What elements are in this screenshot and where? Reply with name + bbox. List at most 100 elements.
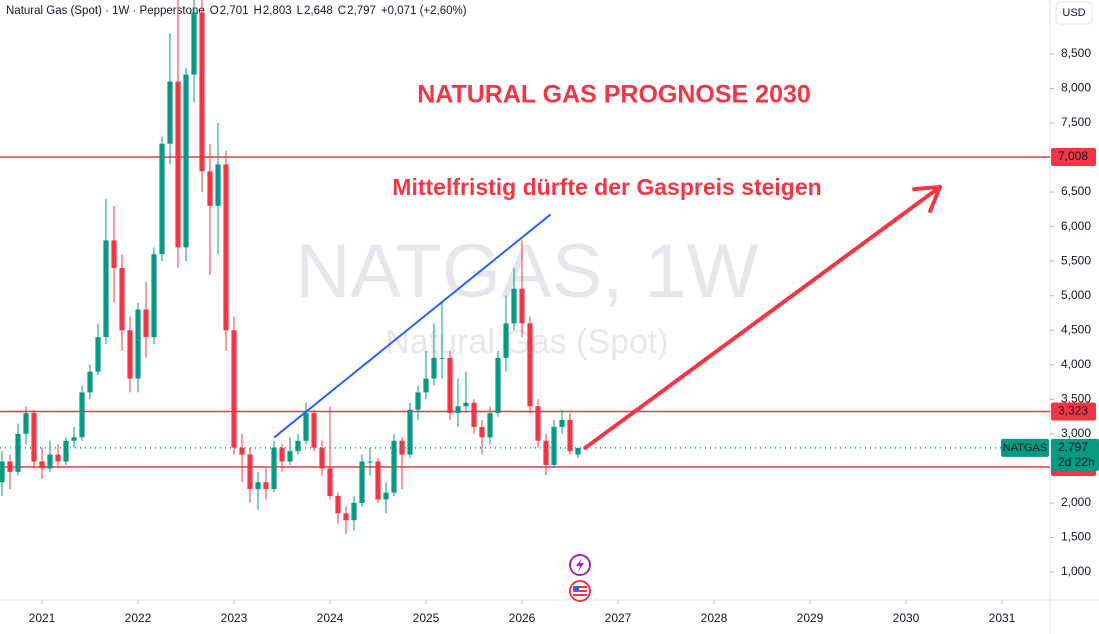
- candle-body: [335, 496, 341, 514]
- arrow: [583, 184, 942, 450]
- annotation-subtitle: Mittelfristig dürfte der Gaspreis steige…: [392, 174, 821, 200]
- flag-icon: [573, 586, 587, 596]
- x-tick-label: 2031: [989, 611, 1016, 625]
- x-tick-label: 2030: [893, 611, 920, 625]
- candle-body: [279, 447, 285, 462]
- ohlc-label: C: [338, 5, 346, 17]
- level-label-box: [1051, 147, 1096, 166]
- y-tick-label: 1,000: [1061, 564, 1091, 578]
- ohlc-value: 2,803: [263, 5, 292, 17]
- ohlc-label: L: [297, 5, 304, 17]
- trendline: [273, 213, 551, 438]
- x-tick-label: 2027: [605, 611, 632, 625]
- candle-body: [215, 164, 221, 206]
- y-tick-label: 5,000: [1061, 288, 1091, 302]
- candle-body: [175, 81, 181, 248]
- candle-body: [135, 309, 141, 379]
- header: Natural Gas (Spot) · 1W · Pepperstone O 2,…: [6, 5, 467, 17]
- candle-body: [319, 447, 325, 469]
- candle-body: [119, 268, 125, 331]
- candle-body: [183, 74, 189, 248]
- candle-body: [143, 309, 149, 338]
- x-tick-label: 2023: [221, 611, 248, 625]
- candle-body: [343, 513, 349, 521]
- candle-body: [327, 468, 333, 497]
- watermark: NATGAS, 1W: [295, 229, 758, 314]
- candle-body: [511, 288, 517, 324]
- candle-body: [351, 502, 357, 521]
- currency: USD: [1062, 7, 1085, 19]
- x-tick-label: 2025: [413, 611, 440, 625]
- ohlc-label: H: [254, 5, 262, 17]
- ohlc-value: 2,797: [347, 5, 376, 17]
- candle-body: [271, 447, 277, 490]
- flag-stripe: [573, 588, 587, 590]
- candle-body: [127, 330, 133, 379]
- countdown-label: 2d 22h: [1058, 455, 1095, 469]
- last-price-box: [1051, 438, 1099, 471]
- candle-body: [519, 288, 525, 324]
- x-tick-label: 2029: [797, 611, 824, 625]
- candle-body: [231, 330, 237, 448]
- y-tick-label: 5,500: [1061, 253, 1091, 267]
- candle-body: [559, 420, 565, 427]
- candle-body: [487, 413, 493, 438]
- y-tick-label: 1,500: [1061, 530, 1091, 544]
- symbol-label: NATGAS: [1003, 442, 1047, 454]
- candle-body: [423, 378, 429, 393]
- x-tick-label: 2028: [701, 611, 728, 625]
- candle-body: [191, 12, 197, 75]
- level-label-box: [1051, 402, 1096, 421]
- x-tick-label: 2026: [509, 611, 536, 625]
- candle-body: [575, 447, 581, 455]
- candle-body: [151, 254, 157, 338]
- x-tick-label: 2021: [29, 611, 56, 625]
- y-tick-label: 8,000: [1061, 81, 1091, 95]
- candle-body: [223, 164, 229, 331]
- candle-body: [551, 426, 557, 465]
- candle-body: [167, 81, 173, 144]
- candle-body: [255, 482, 261, 490]
- y-tick-label: 4,000: [1061, 357, 1091, 371]
- candle-body: [199, 12, 205, 172]
- arrow-head: [928, 184, 942, 214]
- candle-body: [495, 357, 501, 414]
- currency-box[interactable]: [1055, 1, 1093, 25]
- y-tick-label: 3,000: [1061, 426, 1091, 440]
- candle-body: [239, 447, 245, 455]
- candle-body: [263, 482, 269, 490]
- candle-body: [79, 392, 85, 438]
- candle-body: [7, 461, 13, 472]
- candle-body: [303, 413, 309, 441]
- candle-body: [447, 357, 453, 414]
- y-tick-label: 7,500: [1061, 115, 1091, 129]
- ohlc-value: 2,648: [304, 5, 333, 17]
- candle-body: [103, 240, 109, 338]
- candle-body: [95, 337, 101, 372]
- flag-canton: [573, 586, 579, 591]
- y-tick-label: 6,000: [1061, 219, 1091, 233]
- watermark-sub: Natural Gas (Spot): [385, 323, 668, 361]
- y-tick-label: 6,500: [1061, 184, 1091, 198]
- last-price-label: 2,797: [1058, 440, 1088, 454]
- event-icons[interactable]: [569, 554, 591, 602]
- candle-body: [527, 323, 533, 407]
- candle-body: [71, 437, 77, 441]
- candle-body: [23, 413, 29, 434]
- candle-body: [543, 440, 549, 465]
- candle-body: [391, 440, 397, 493]
- arrow-head: [912, 184, 942, 192]
- candle-body: [383, 492, 389, 500]
- candle-body: [87, 371, 93, 393]
- level-label: 7,008: [1058, 149, 1088, 163]
- candle-body: [31, 413, 37, 462]
- symbol: Natural Gas (Spot) · 1W · Pepperstone: [6, 5, 205, 17]
- ohlc-value: 2,701: [220, 5, 249, 17]
- candle-body: [295, 440, 301, 452]
- lightning-icon: [576, 558, 584, 572]
- candle-body: [463, 402, 469, 407]
- candle-body: [111, 240, 117, 269]
- candle-body: [407, 409, 413, 455]
